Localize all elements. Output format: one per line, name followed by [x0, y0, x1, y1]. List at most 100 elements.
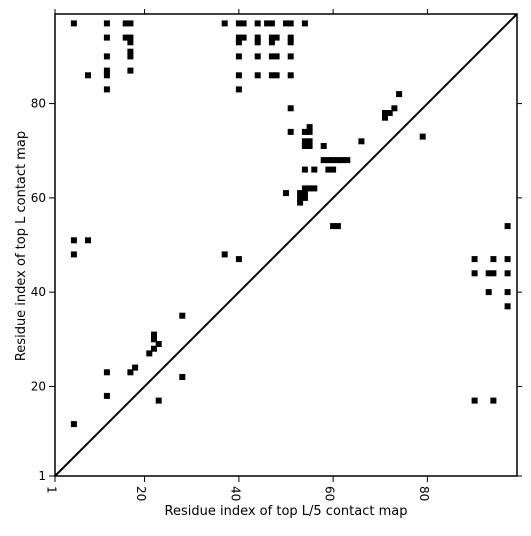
- contact-point: [386, 110, 393, 116]
- contact-point: [103, 67, 110, 74]
- contact-point: [155, 341, 162, 347]
- data-points: [70, 20, 511, 428]
- y-tick-label: 40: [31, 285, 46, 299]
- contact-point: [235, 20, 242, 27]
- contact-point: [268, 20, 275, 27]
- contact-point: [268, 39, 275, 46]
- contact-point: [103, 369, 110, 376]
- contact-point: [485, 289, 492, 296]
- contact-point: [320, 143, 327, 149]
- contact-point: [254, 53, 261, 60]
- y-tick-label: 60: [31, 191, 46, 205]
- contact-point: [103, 72, 110, 79]
- contact-point: [221, 20, 228, 27]
- x-tick-label: 1: [45, 486, 59, 494]
- contact-point: [301, 138, 308, 145]
- contact-point: [283, 190, 289, 197]
- contact-point: [70, 20, 77, 27]
- contact-point: [221, 251, 228, 258]
- contact-point: [287, 34, 294, 41]
- contact-point: [306, 138, 313, 145]
- contact-point: [151, 345, 157, 352]
- contact-point: [70, 251, 77, 258]
- y-axis-title: Residue index of top L contact map: [14, 131, 29, 361]
- contact-point: [287, 72, 294, 79]
- contact-point: [311, 185, 318, 192]
- contact-point: [127, 39, 134, 46]
- contact-point: [151, 331, 157, 338]
- contact-point: [504, 289, 511, 296]
- contact-point: [103, 53, 110, 60]
- contact-point: [358, 138, 365, 145]
- contact-point: [235, 34, 242, 41]
- contact-point: [287, 53, 294, 60]
- contact-point: [70, 237, 77, 244]
- contact-point: [504, 303, 511, 310]
- x-tick-label: 80: [417, 486, 431, 501]
- contact-point: [146, 350, 153, 357]
- contact-point: [283, 20, 289, 27]
- contact-point: [127, 369, 134, 376]
- contact-point: [287, 39, 294, 46]
- contact-point: [301, 194, 308, 201]
- contact-point: [334, 157, 341, 164]
- contact-point: [155, 397, 162, 404]
- contact-point: [306, 185, 313, 192]
- contact-point: [339, 157, 346, 164]
- contact-point: [254, 39, 261, 46]
- contact-point: [297, 194, 304, 201]
- contact-point: [490, 270, 497, 277]
- contact-point: [268, 34, 275, 41]
- contact-point: [485, 270, 492, 277]
- contact-point: [471, 397, 478, 404]
- x-tick-label: 40: [228, 486, 242, 501]
- contact-point: [490, 397, 497, 404]
- contact-point: [264, 20, 271, 27]
- contact-point: [287, 128, 294, 135]
- contact-point: [254, 34, 261, 41]
- contact-point: [103, 86, 110, 93]
- contact-point: [235, 86, 242, 93]
- diagonal-line: [54, 13, 518, 477]
- contact-point: [504, 270, 511, 277]
- axes-frame: [54, 13, 518, 477]
- contact-point: [301, 185, 308, 192]
- contact-point: [330, 166, 337, 173]
- contact-point: [273, 53, 280, 60]
- contact-point: [85, 72, 91, 79]
- contact-point: [306, 128, 313, 135]
- contact-point: [103, 392, 110, 399]
- contact-point: [301, 190, 308, 197]
- contact-point: [471, 256, 478, 263]
- contact-point: [306, 143, 313, 149]
- contact-point: [268, 72, 275, 79]
- contact-point: [301, 166, 308, 173]
- contact-point: [330, 157, 337, 164]
- contact-point: [297, 190, 304, 197]
- x-tick-label: 20: [134, 486, 148, 501]
- contact-point: [334, 223, 341, 230]
- contact-point: [127, 20, 134, 27]
- contact-point: [70, 421, 77, 428]
- contact-point: [325, 166, 332, 173]
- contact-point: [301, 128, 308, 135]
- x-axis-title: Residue index of top L/5 contact map: [165, 504, 408, 519]
- contact-point: [287, 105, 294, 112]
- contact-point: [85, 237, 91, 244]
- contact-point: [301, 20, 308, 27]
- diagonal-reference: [54, 13, 518, 477]
- contact-point: [382, 110, 388, 116]
- contact-point: [325, 157, 332, 164]
- y-tick-label: 80: [31, 97, 46, 111]
- x-tick-label: 60: [323, 486, 337, 501]
- contact-point: [330, 223, 337, 230]
- x-axis-ticks: 1 20 40 60 80: [45, 9, 431, 501]
- contact-point: [273, 34, 280, 41]
- contact-point: [287, 20, 294, 27]
- contact-point: [504, 223, 511, 230]
- contact-point: [122, 34, 129, 41]
- contact-point: [504, 256, 511, 263]
- contact-point: [235, 39, 242, 46]
